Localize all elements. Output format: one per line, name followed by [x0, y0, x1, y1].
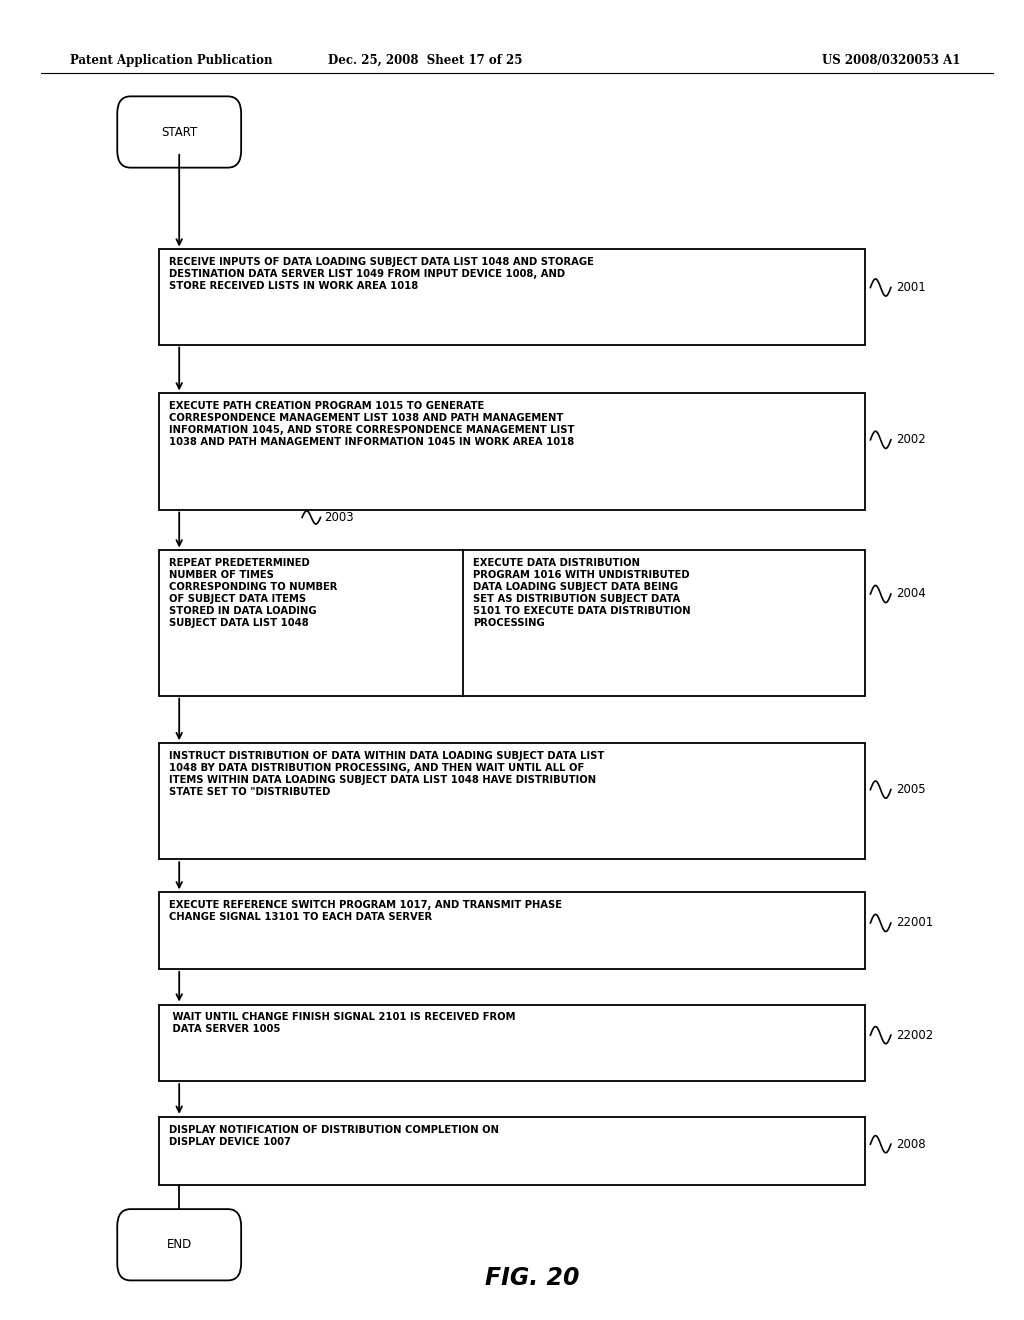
Text: EXECUTE PATH CREATION PROGRAM 1015 TO GENERATE
CORRESPONDENCE MANAGEMENT LIST 10: EXECUTE PATH CREATION PROGRAM 1015 TO GE… — [169, 401, 574, 447]
Bar — [159, 550, 865, 696]
Text: 2005: 2005 — [896, 783, 926, 796]
Text: Patent Application Publication: Patent Application Publication — [70, 54, 272, 67]
Text: 2001: 2001 — [896, 281, 926, 294]
Text: REPEAT PREDETERMINED
NUMBER OF TIMES
CORRESPONDING TO NUMBER
OF SUBJECT DATA ITE: REPEAT PREDETERMINED NUMBER OF TIMES COR… — [169, 558, 337, 628]
Text: WAIT UNTIL CHANGE FINISH SIGNAL 2101 IS RECEIVED FROM
 DATA SERVER 1005: WAIT UNTIL CHANGE FINISH SIGNAL 2101 IS … — [169, 1012, 515, 1035]
Text: RECEIVE INPUTS OF DATA LOADING SUBJECT DATA LIST 1048 AND STORAGE
DESTINATION DA: RECEIVE INPUTS OF DATA LOADING SUBJECT D… — [169, 257, 594, 292]
Text: EXECUTE DATA DISTRIBUTION
PROGRAM 1016 WITH UNDISTRIBUTED
DATA LOADING SUBJECT D: EXECUTE DATA DISTRIBUTION PROGRAM 1016 W… — [473, 558, 690, 628]
Text: Dec. 25, 2008  Sheet 17 of 25: Dec. 25, 2008 Sheet 17 of 25 — [328, 54, 522, 67]
Text: 2003: 2003 — [325, 511, 354, 524]
FancyBboxPatch shape — [117, 96, 242, 168]
Bar — [159, 249, 865, 345]
Bar — [159, 1117, 865, 1185]
FancyBboxPatch shape — [117, 1209, 242, 1280]
Text: 22001: 22001 — [896, 916, 933, 929]
Text: 22002: 22002 — [896, 1028, 933, 1041]
Text: DISPLAY NOTIFICATION OF DISTRIBUTION COMPLETION ON
DISPLAY DEVICE 1007: DISPLAY NOTIFICATION OF DISTRIBUTION COM… — [169, 1125, 499, 1147]
Text: EXECUTE REFERENCE SWITCH PROGRAM 1017, AND TRANSMIT PHASE
CHANGE SIGNAL 13101 TO: EXECUTE REFERENCE SWITCH PROGRAM 1017, A… — [169, 900, 562, 923]
Text: INSTRUCT DISTRIBUTION OF DATA WITHIN DATA LOADING SUBJECT DATA LIST
1048 BY DATA: INSTRUCT DISTRIBUTION OF DATA WITHIN DAT… — [169, 751, 604, 797]
Text: 2004: 2004 — [896, 587, 926, 601]
Text: 2008: 2008 — [896, 1138, 926, 1151]
Text: END: END — [167, 1238, 191, 1251]
Bar — [159, 892, 865, 969]
Text: FIG. 20: FIG. 20 — [485, 1266, 580, 1290]
Text: 2002: 2002 — [896, 433, 926, 446]
Bar — [159, 393, 865, 510]
Text: US 2008/0320053 A1: US 2008/0320053 A1 — [821, 54, 961, 67]
Bar — [159, 1005, 865, 1081]
Text: START: START — [161, 125, 198, 139]
Bar — [159, 743, 865, 859]
